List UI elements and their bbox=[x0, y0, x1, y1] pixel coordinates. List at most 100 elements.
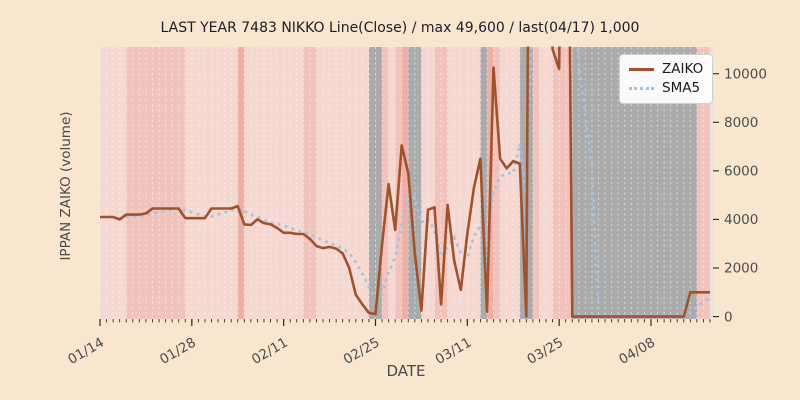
day-band bbox=[178, 47, 186, 319]
day-band bbox=[565, 47, 573, 319]
day-band bbox=[513, 47, 521, 319]
day-band bbox=[677, 47, 685, 319]
day-band bbox=[532, 47, 540, 319]
day-band bbox=[283, 47, 291, 319]
day-band bbox=[106, 47, 114, 319]
day-band bbox=[336, 47, 343, 319]
x-axis-label: DATE bbox=[386, 362, 426, 380]
day-band bbox=[231, 47, 239, 319]
day-band bbox=[696, 47, 704, 319]
day-band bbox=[224, 47, 232, 319]
day-band bbox=[650, 47, 658, 319]
day-band bbox=[703, 47, 711, 319]
chart-title: LAST YEAR 7483 NIKKO Line(Close) / max 4… bbox=[160, 20, 640, 36]
day-band bbox=[657, 47, 665, 319]
day-band bbox=[605, 47, 612, 319]
sma5-line-swatch bbox=[629, 87, 654, 90]
day-band bbox=[434, 47, 442, 319]
legend-item-zaiko: ZAIKO bbox=[629, 60, 703, 79]
day-band bbox=[277, 47, 284, 319]
day-band bbox=[447, 47, 455, 319]
legend-label-zaiko: ZAIKO bbox=[662, 61, 704, 77]
day-band bbox=[362, 47, 370, 319]
y-tick-label: 0 bbox=[724, 309, 733, 325]
y-tick-label: 10000 bbox=[724, 66, 767, 82]
day-band bbox=[270, 47, 278, 319]
day-band bbox=[670, 47, 678, 319]
day-band bbox=[690, 47, 698, 319]
day-band bbox=[683, 47, 691, 319]
day-band bbox=[113, 47, 120, 319]
day-band bbox=[473, 47, 481, 319]
zaiko-line bbox=[100, 46, 710, 318]
day-band bbox=[139, 47, 147, 319]
legend-item-sma5: SMA5 bbox=[629, 79, 703, 98]
day-band bbox=[218, 47, 225, 319]
day-band bbox=[578, 47, 586, 319]
legend-label-sma5: SMA5 bbox=[662, 80, 701, 96]
day-band bbox=[591, 47, 599, 319]
day-band bbox=[375, 47, 383, 319]
day-band bbox=[519, 47, 527, 319]
day-band bbox=[303, 47, 311, 319]
day-band bbox=[250, 47, 258, 319]
y-axis-label: IPPAN ZAIKO (volume) bbox=[58, 111, 74, 261]
day-band bbox=[637, 47, 645, 319]
day-band bbox=[526, 47, 534, 319]
day-band bbox=[506, 47, 514, 319]
y-tick-label: 2000 bbox=[724, 261, 758, 277]
day-band bbox=[296, 47, 304, 319]
y-tick-label: 8000 bbox=[724, 115, 758, 131]
day-band bbox=[172, 47, 180, 319]
day-band bbox=[316, 47, 324, 319]
day-band bbox=[244, 47, 252, 319]
y-tick-label: 6000 bbox=[724, 164, 758, 180]
y-tick-label: 4000 bbox=[724, 212, 758, 228]
day-band bbox=[480, 47, 488, 319]
zaiko-line-swatch bbox=[629, 68, 654, 71]
day-band bbox=[126, 47, 134, 319]
day-band bbox=[460, 47, 468, 319]
day-band bbox=[355, 47, 363, 319]
day-band bbox=[237, 47, 245, 319]
day-band bbox=[204, 47, 212, 319]
day-band bbox=[211, 47, 219, 319]
day-band bbox=[191, 47, 199, 319]
day-band bbox=[598, 47, 606, 319]
day-band bbox=[559, 47, 566, 319]
day-band bbox=[644, 47, 652, 319]
day-band bbox=[546, 47, 553, 319]
day-band bbox=[342, 47, 350, 319]
day-band bbox=[539, 47, 547, 319]
day-band bbox=[624, 47, 632, 319]
day-band bbox=[323, 47, 330, 319]
day-band bbox=[329, 47, 337, 319]
day-band bbox=[152, 47, 160, 319]
day-band bbox=[132, 47, 140, 319]
day-band bbox=[408, 47, 416, 319]
day-band bbox=[611, 47, 619, 319]
day-band bbox=[290, 47, 298, 319]
day-band bbox=[100, 47, 107, 319]
day-band bbox=[427, 47, 435, 319]
day-band bbox=[664, 47, 671, 319]
day-band bbox=[388, 47, 396, 319]
day-band bbox=[145, 47, 153, 319]
day-band bbox=[421, 47, 429, 319]
legend: ZAIKO SMA5 bbox=[619, 54, 713, 104]
day-band bbox=[585, 47, 593, 319]
day-band bbox=[198, 47, 206, 319]
day-band bbox=[467, 47, 475, 319]
day-band bbox=[159, 47, 166, 319]
day-band bbox=[119, 47, 127, 319]
day-band bbox=[552, 47, 560, 319]
day-band bbox=[454, 47, 462, 319]
day-band bbox=[631, 47, 639, 319]
day-band bbox=[257, 47, 265, 319]
day-band bbox=[368, 47, 376, 319]
day-band bbox=[572, 47, 580, 319]
day-band bbox=[401, 47, 409, 319]
day-band bbox=[618, 47, 626, 319]
